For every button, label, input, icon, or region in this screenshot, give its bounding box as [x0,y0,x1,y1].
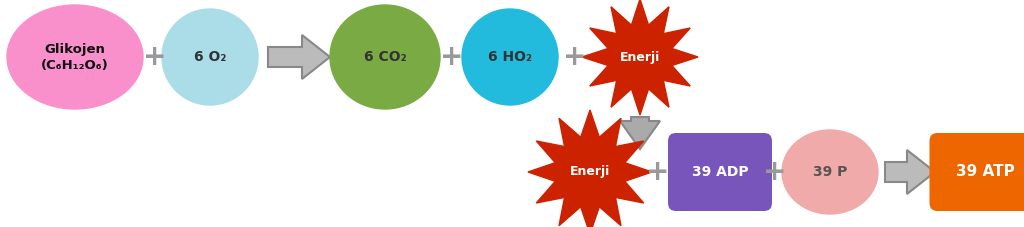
Ellipse shape [7,5,143,109]
Text: +: + [646,158,670,186]
Ellipse shape [162,9,258,105]
Polygon shape [885,150,935,194]
Polygon shape [582,0,698,115]
Text: +: + [763,158,786,186]
Text: +: + [143,43,167,71]
Polygon shape [528,110,652,227]
Ellipse shape [462,9,558,105]
FancyBboxPatch shape [930,133,1024,211]
Text: +: + [440,43,464,71]
Text: 39 ADP: 39 ADP [691,165,749,179]
Polygon shape [268,35,330,79]
Text: Enerji: Enerji [570,165,610,178]
Text: 6 O₂: 6 O₂ [194,50,226,64]
Text: +: + [563,43,587,71]
Text: 6 CO₂: 6 CO₂ [364,50,407,64]
Text: 39 P: 39 P [813,165,847,179]
Text: 39 ATP: 39 ATP [955,165,1015,180]
Ellipse shape [330,5,440,109]
Polygon shape [620,117,660,149]
Text: 6 HO₂: 6 HO₂ [488,50,532,64]
Ellipse shape [782,130,878,214]
Text: Enerji: Enerji [620,50,660,64]
FancyBboxPatch shape [668,133,772,211]
Text: Glikojen
(C₆H₁₂O₆): Glikojen (C₆H₁₂O₆) [41,42,109,72]
